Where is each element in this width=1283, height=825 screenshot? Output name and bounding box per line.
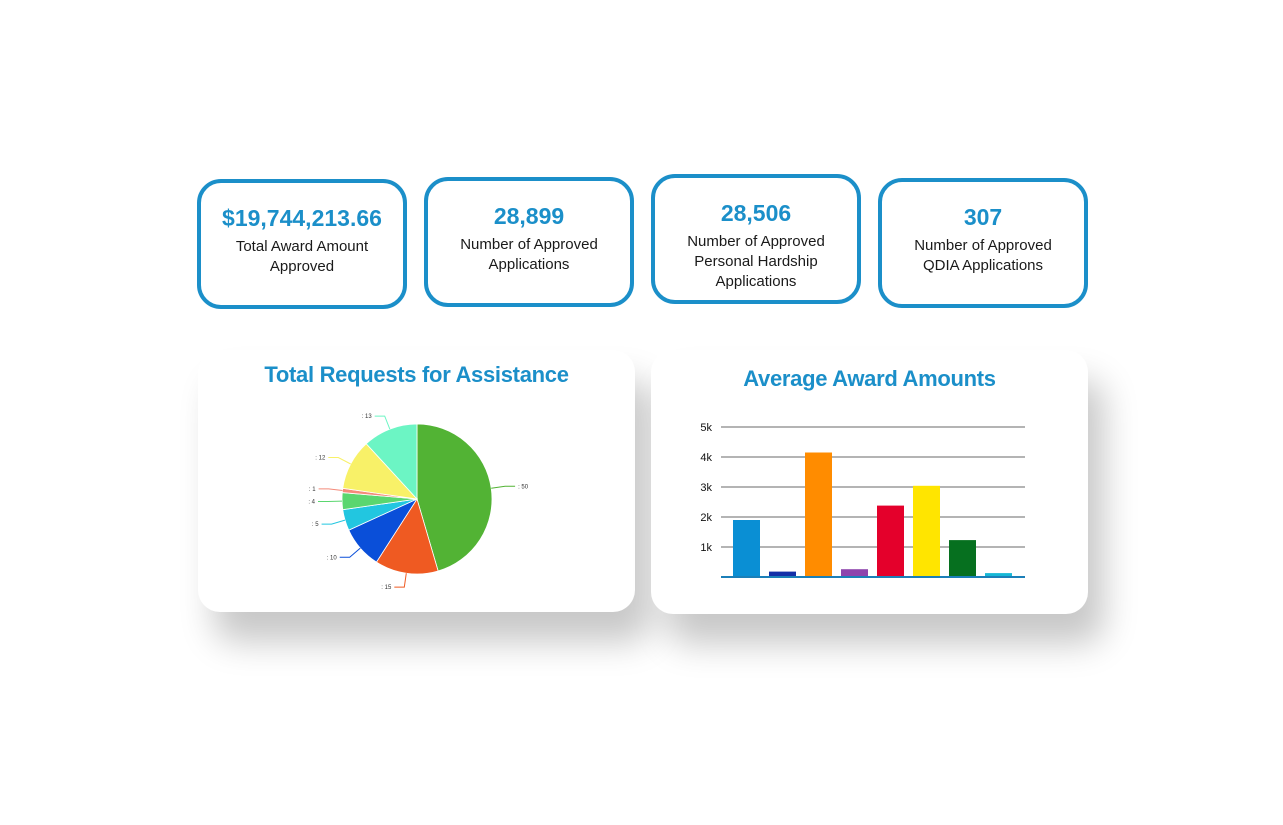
stat-value: 307 bbox=[963, 204, 1003, 230]
bar-chart: 1k 2k 3k 4k 5k bbox=[700, 422, 1025, 578]
pie-slice-label: : 10 bbox=[327, 555, 338, 561]
pie-chart-panel: Total Requests for Assistance : 50: 15: … bbox=[198, 350, 635, 612]
stat-label-line: Applications bbox=[715, 273, 797, 290]
y-tick-label: 5k bbox=[700, 422, 712, 434]
stat-label-line: Approved bbox=[269, 258, 335, 275]
y-tick-label: 2k bbox=[700, 512, 712, 524]
pie-slice-label: : 1 bbox=[309, 487, 316, 493]
stat-label-line: Personal Hardship bbox=[694, 253, 818, 270]
pie-slice bbox=[365, 423, 418, 501]
pie-slice-label: : 50 bbox=[518, 484, 529, 490]
stat-label-line: Number of Approved bbox=[687, 233, 825, 250]
bar-chart-panel: Average Award Amounts 1k 2k 3k 4k 5k bbox=[651, 350, 1088, 614]
y-tick-label: 1k bbox=[700, 542, 712, 554]
bar bbox=[985, 573, 1012, 577]
pie-slice-label: : 13 bbox=[362, 414, 373, 420]
stat-value: 28,899 bbox=[493, 203, 565, 229]
bar bbox=[769, 571, 796, 577]
stat-label: Number of Approved Personal Hardship App… bbox=[655, 232, 857, 292]
stat-label: Number of Approved QDIA Applications bbox=[882, 236, 1084, 276]
pie-leader-line bbox=[339, 547, 361, 558]
stat-value: 28,506 bbox=[720, 200, 792, 226]
bar bbox=[949, 540, 976, 577]
pie-leader-line bbox=[328, 457, 351, 465]
bar-chart-title: Average Award Amounts bbox=[743, 366, 996, 391]
stat-label-line: Number of Approved bbox=[460, 236, 598, 253]
pie-slice-label: : 12 bbox=[315, 456, 326, 462]
stat-card-approved-applications: 28,899 Number of Approved Applications bbox=[424, 177, 634, 307]
pie-leader-line bbox=[491, 485, 516, 489]
pie-chart-title: Total Requests for Assistance bbox=[264, 362, 569, 387]
stat-label-line: Applications bbox=[488, 256, 570, 273]
bar bbox=[877, 505, 904, 577]
pie-chart: : 50 : 15 : 10 : 5 : 4 : 1 : 12 : 13 bbox=[308, 414, 529, 591]
pie-slice-label: : 15 bbox=[381, 585, 392, 591]
pie-leader-line bbox=[318, 488, 343, 491]
stat-label: Number of Approved Applications bbox=[428, 235, 630, 275]
y-tick-label: 3k bbox=[700, 482, 712, 494]
y-tick-label: 4k bbox=[700, 452, 712, 464]
stat-card-qdia: 307 Number of Approved QDIA Applications bbox=[878, 178, 1088, 308]
bar bbox=[841, 569, 868, 577]
bar bbox=[913, 485, 940, 577]
stat-label-line: Total Award Amount bbox=[235, 238, 369, 255]
pie-leader-line bbox=[374, 415, 391, 430]
stat-label-line: QDIA Applications bbox=[922, 257, 1044, 274]
pie-slice-label: : 4 bbox=[308, 500, 315, 506]
bar bbox=[733, 520, 760, 577]
stat-card-personal-hardship: 28,506 Number of Approved Personal Hards… bbox=[651, 174, 861, 304]
pie-leader-line bbox=[321, 519, 346, 525]
pie-slice-label: : 5 bbox=[312, 522, 319, 528]
stat-value: $19,744,213.66 bbox=[222, 205, 382, 231]
stat-label: Total Award Amount Approved bbox=[201, 237, 403, 277]
pie-leader-line bbox=[394, 573, 407, 588]
pie-slice bbox=[375, 498, 439, 575]
stat-card-total-award: $19,744,213.66 Total Award Amount Approv… bbox=[197, 179, 407, 309]
stat-label-line: Number of Approved bbox=[914, 237, 1052, 254]
bar bbox=[805, 452, 832, 577]
